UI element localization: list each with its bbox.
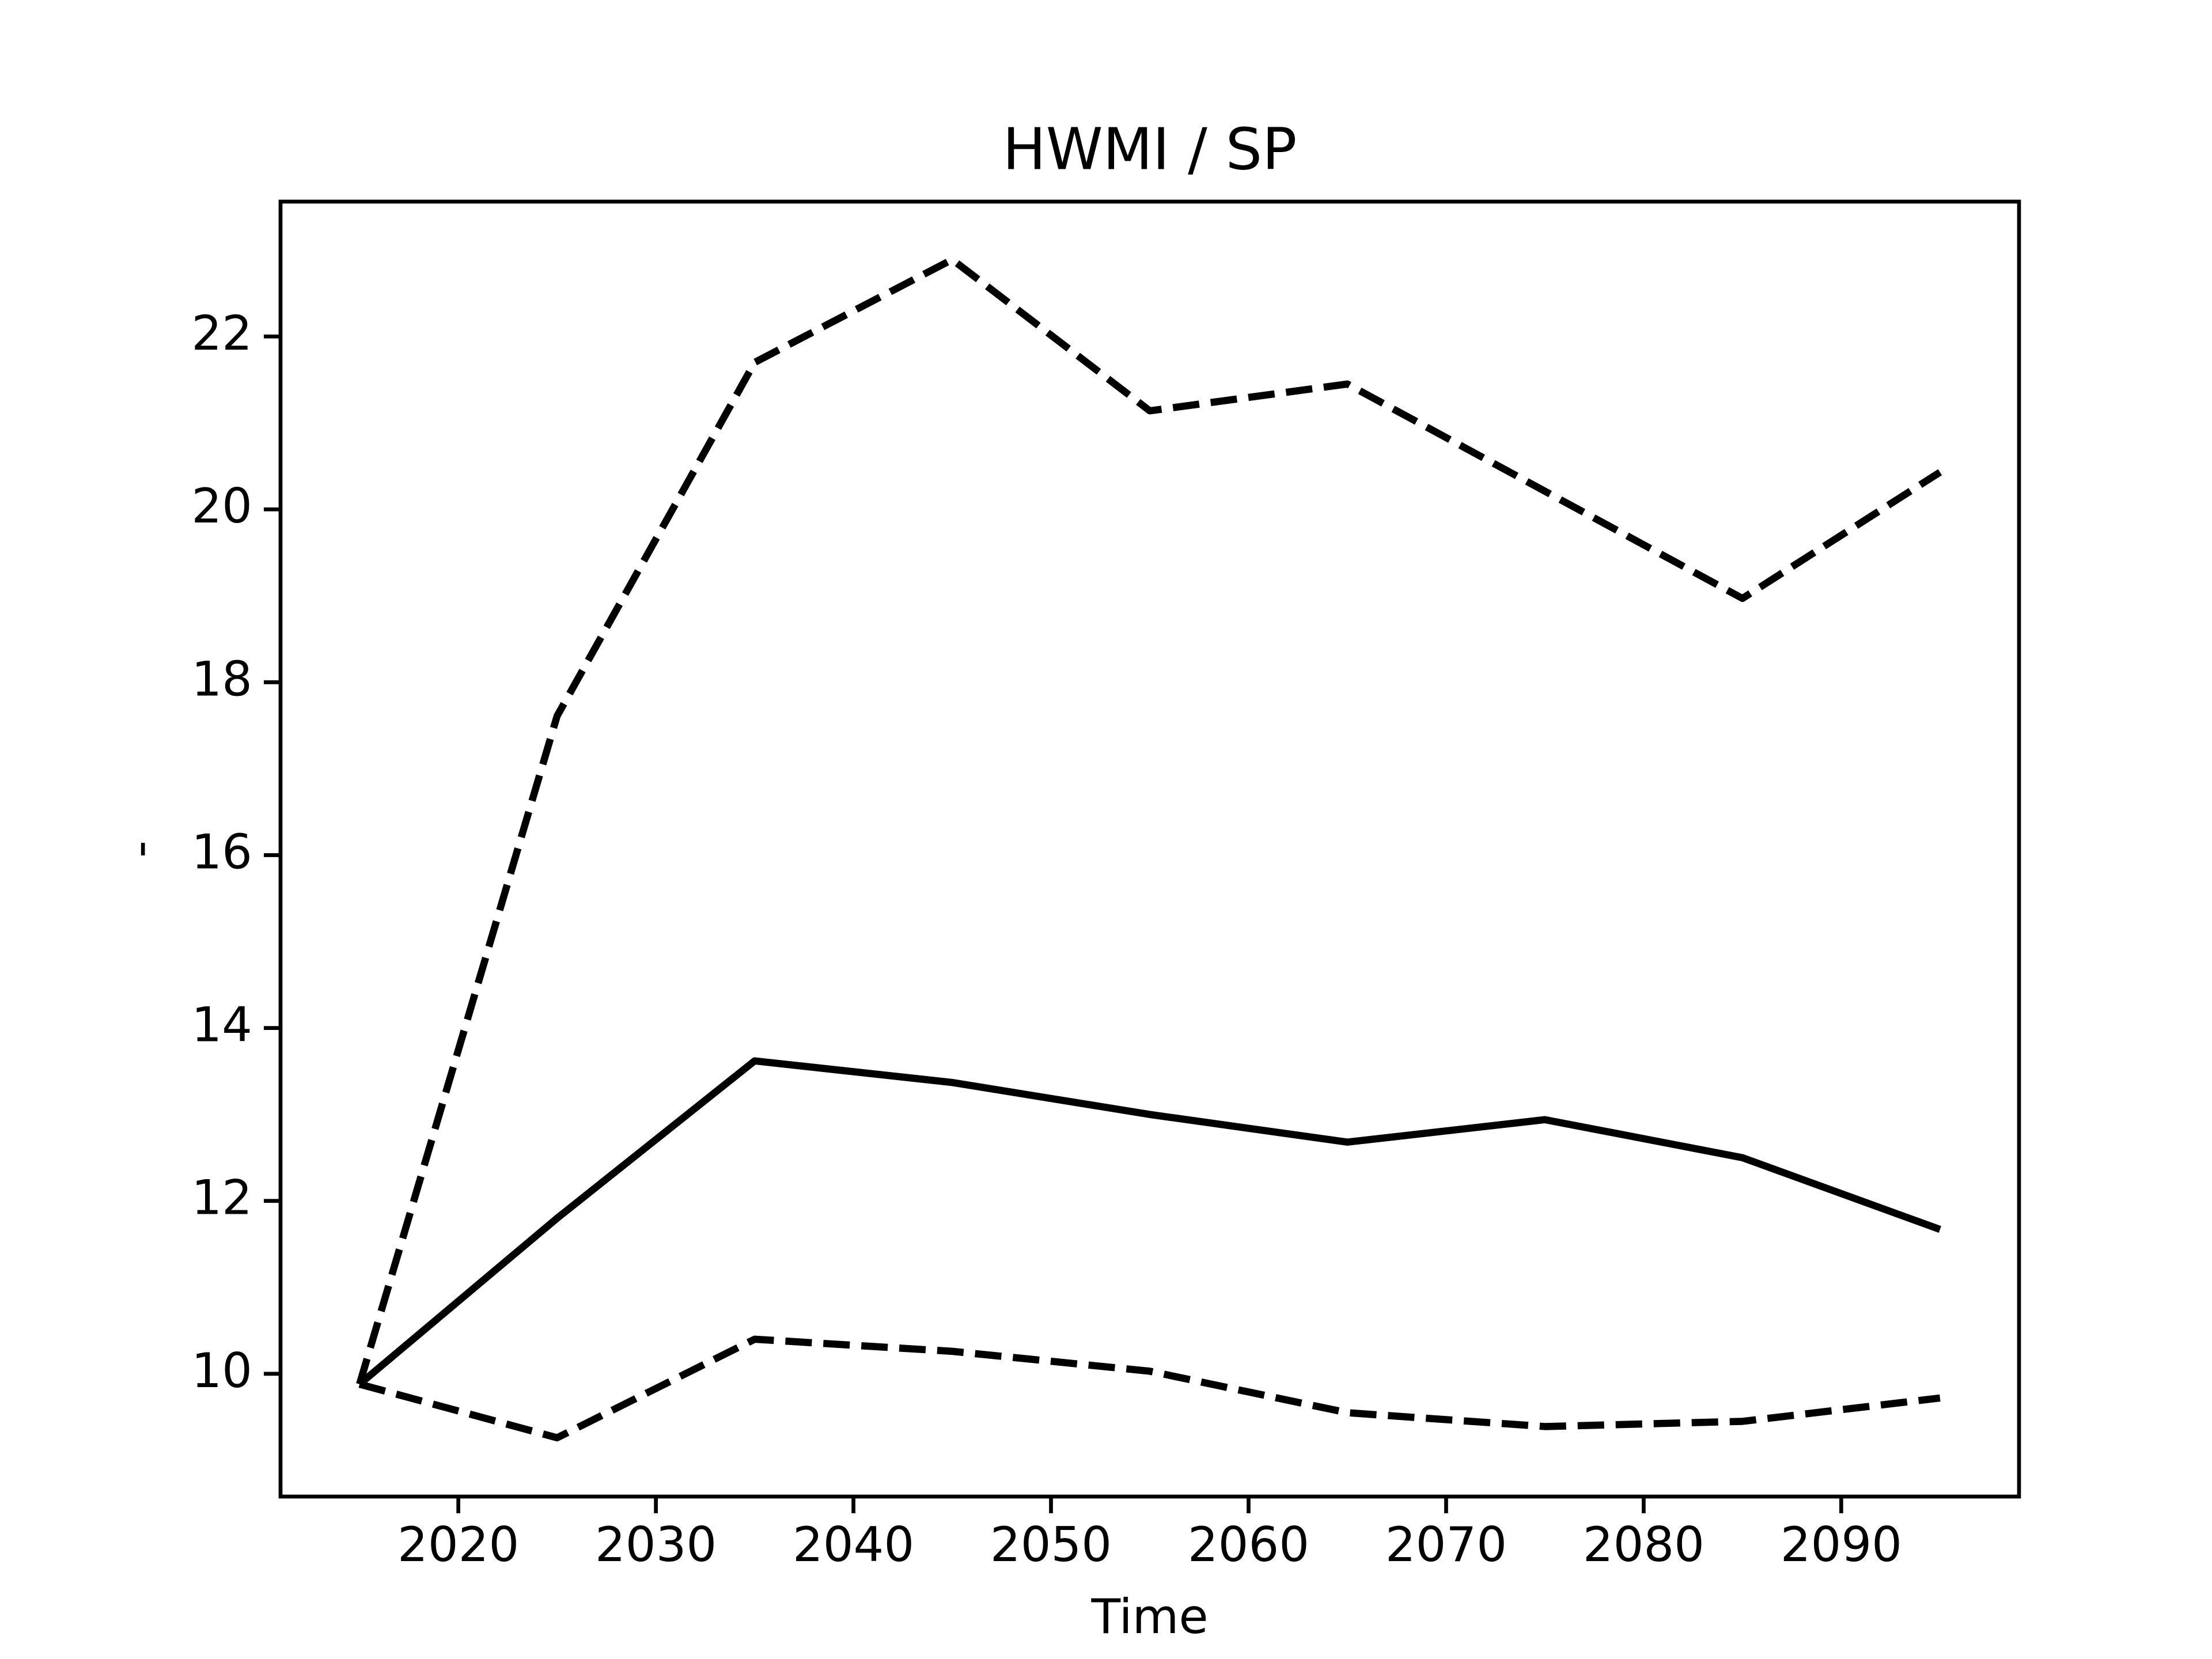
y-tick-label: 22 [191, 305, 252, 361]
y-tick-label: 10 [191, 1343, 252, 1399]
x-tick-label: 2090 [1781, 1517, 1902, 1573]
x-tick-label: 2080 [1583, 1517, 1705, 1573]
data-line [357, 1057, 1941, 1387]
y-tick-label: 12 [191, 1170, 252, 1226]
axes-frame [278, 199, 2021, 1499]
data-line [358, 1335, 1941, 1442]
x-tick-label: 2020 [397, 1517, 519, 1573]
x-tick-label: 2030 [595, 1517, 717, 1573]
x-tick-label: 2040 [793, 1517, 914, 1573]
y-tick-label: 20 [191, 478, 252, 534]
x-tick-label: 2050 [990, 1517, 1112, 1573]
y-tick-label: 18 [191, 651, 252, 707]
x-axis-label: Time [1090, 1589, 1208, 1645]
y-axis-label: - [112, 840, 168, 858]
data-line [356, 256, 1942, 1385]
y-tick-label: 14 [191, 997, 252, 1053]
chart-title: HWMI / SP [1003, 115, 1297, 183]
y-tick-label: 16 [191, 824, 252, 880]
x-tick-label: 2070 [1385, 1517, 1507, 1573]
x-tick-label: 2060 [1188, 1517, 1309, 1573]
